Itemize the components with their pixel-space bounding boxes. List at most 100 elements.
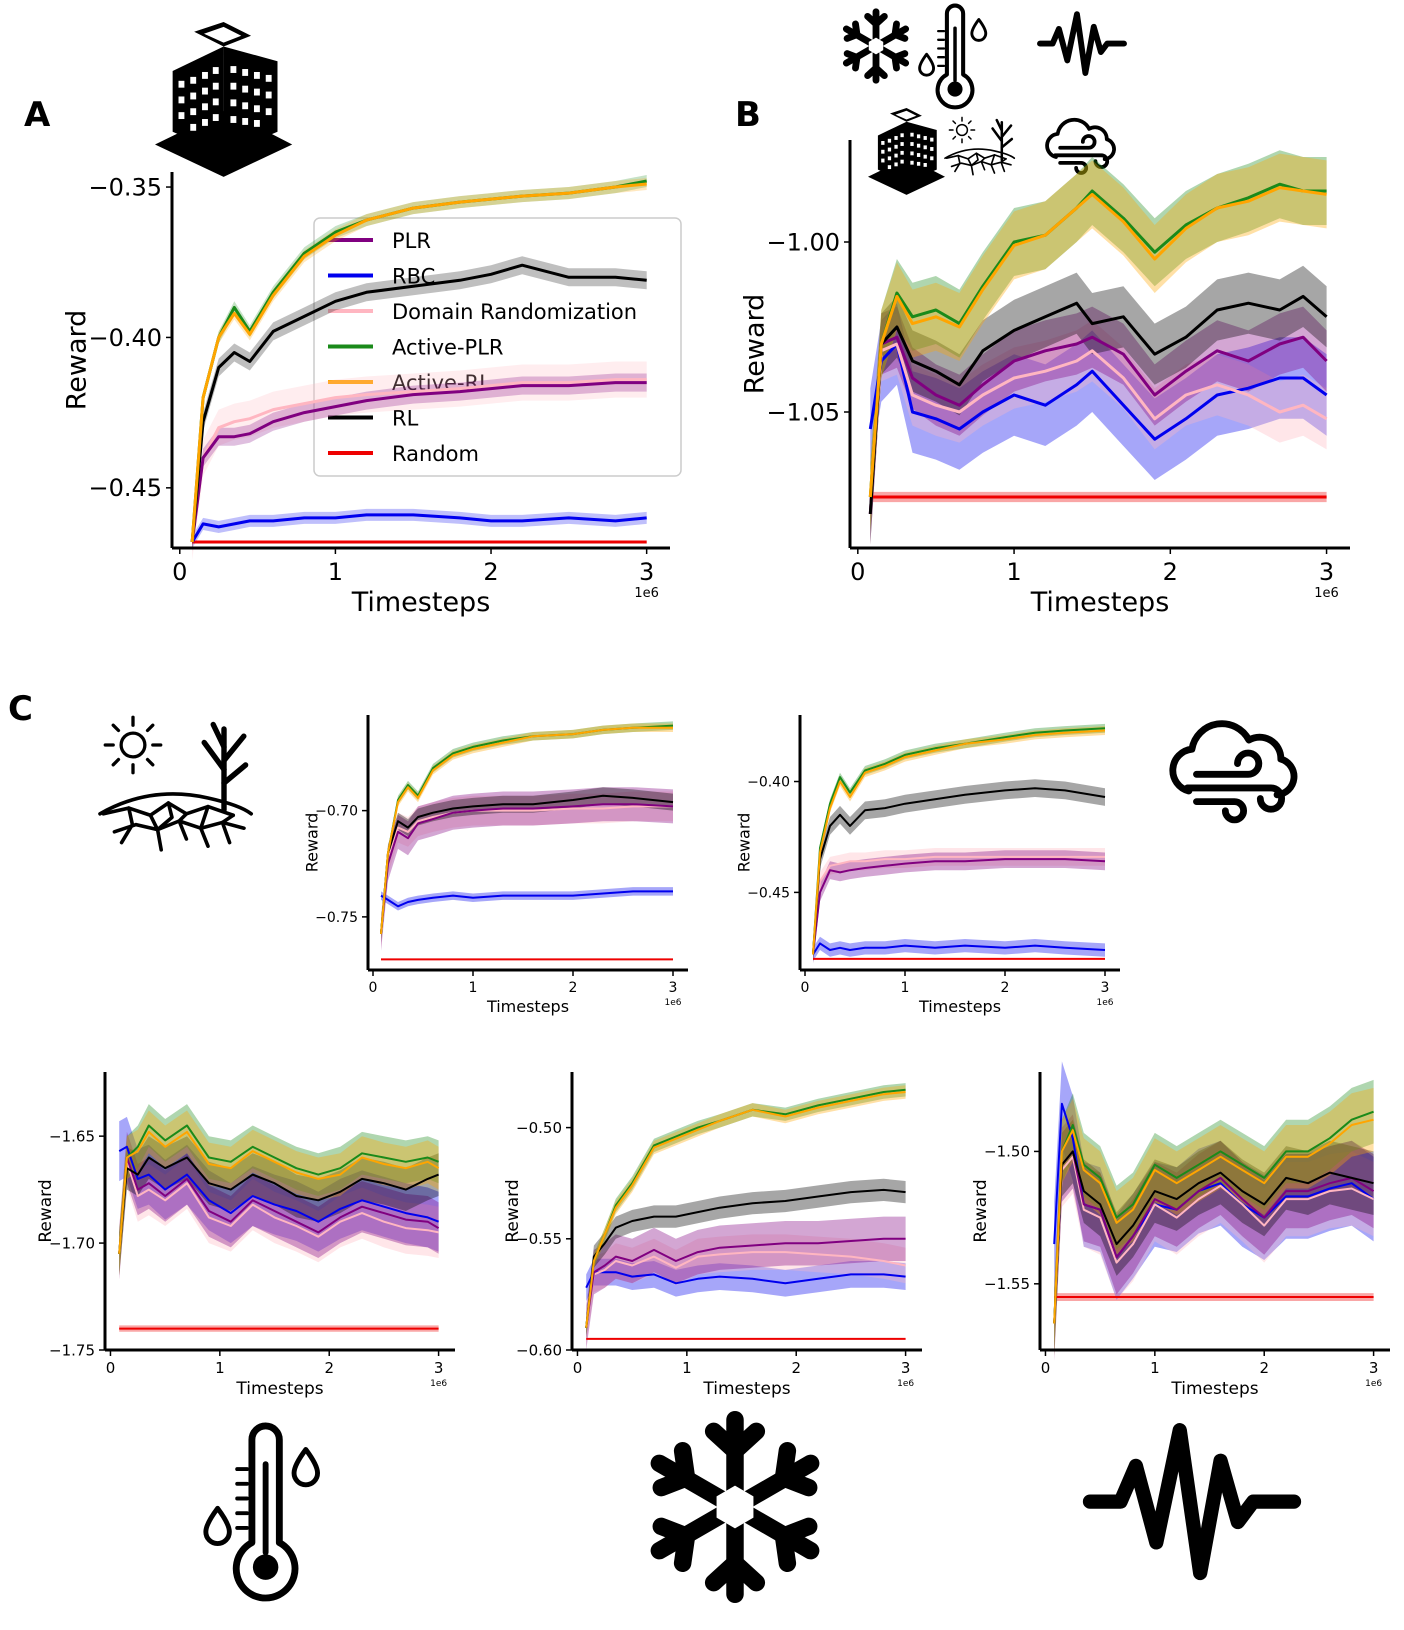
x-tick-label: 2 bbox=[569, 980, 578, 996]
y-tick-label: −1.70 bbox=[49, 1234, 95, 1252]
band-rl bbox=[192, 256, 647, 551]
y-axis-label: Reward bbox=[735, 813, 754, 873]
x-axis-label: Timesteps bbox=[235, 1379, 323, 1399]
x-axis-label: Timesteps bbox=[486, 997, 569, 1016]
band-active-plr bbox=[813, 723, 1105, 959]
band-active-plr bbox=[586, 1083, 906, 1335]
band-domain-randomization bbox=[870, 313, 1327, 545]
y-axis-label: Reward bbox=[503, 1179, 523, 1242]
x-tick-label: 0 bbox=[850, 558, 865, 586]
chart-c1: 0 1 2 3 −0.70 −0.75 Timesteps Reward 1e6 bbox=[303, 715, 688, 1016]
x-multiplier-label: 1e6 bbox=[1365, 1379, 1382, 1389]
building-icon bbox=[155, 22, 293, 177]
series-rl bbox=[812, 787, 1106, 955]
y-tick-label: −1.05 bbox=[766, 398, 840, 426]
x-tick-label: 2 bbox=[1259, 1359, 1269, 1377]
band-active-plr bbox=[1054, 1079, 1374, 1356]
band-rbc bbox=[870, 303, 1327, 480]
x-tick-label: 1 bbox=[328, 558, 343, 586]
y-axis-label: Reward bbox=[62, 310, 93, 411]
y-tick-label: −1.50 bbox=[984, 1143, 1030, 1161]
x-axis-label: Timesteps bbox=[1170, 1379, 1258, 1399]
y-tick-label: −0.45 bbox=[88, 474, 162, 502]
legend-label: Random bbox=[392, 442, 479, 466]
x-tick-label: 3 bbox=[1369, 1359, 1379, 1377]
legend-label: RL bbox=[392, 407, 419, 431]
x-tick-label: 0 bbox=[801, 980, 810, 996]
series-active-plr bbox=[1053, 1110, 1374, 1324]
x-tick-label: 3 bbox=[1101, 980, 1110, 996]
panel-letter-a: A bbox=[24, 95, 51, 135]
y-tick-label: −0.35 bbox=[88, 173, 162, 201]
x-tick-label: 3 bbox=[639, 558, 654, 586]
series-rbc bbox=[585, 1271, 906, 1289]
y-tick-label: −0.50 bbox=[516, 1119, 562, 1137]
thermometer-icon bbox=[920, 6, 986, 108]
wind-cloud-icon bbox=[1173, 724, 1294, 820]
band-plr bbox=[870, 306, 1327, 545]
series-domain-randomization bbox=[585, 1251, 906, 1328]
band-rbc bbox=[586, 1258, 906, 1302]
chart-a: 0 1 2 3 −0.35 −0.40 −0.45 Timesteps Reward 1e6 bbox=[62, 172, 670, 618]
thermometer-icon bbox=[206, 1426, 318, 1598]
x-tick-label: 2 bbox=[1001, 980, 1010, 996]
waveform-icon bbox=[1090, 1430, 1294, 1573]
snowflake-icon bbox=[846, 12, 905, 80]
series-plr bbox=[585, 1237, 906, 1328]
y-axis-label: Reward bbox=[740, 294, 771, 395]
x-axis-label: Timesteps bbox=[918, 997, 1001, 1016]
x-multiplier-label: 1e6 bbox=[634, 586, 659, 601]
waveform-icon bbox=[1040, 14, 1124, 73]
x-multiplier-label: 1e6 bbox=[897, 1379, 914, 1389]
x-axis-label: Timesteps bbox=[351, 587, 491, 618]
series-domain-randomization bbox=[1053, 1155, 1375, 1324]
sun-icon bbox=[948, 116, 976, 144]
series-rbc bbox=[380, 890, 673, 908]
series-plr bbox=[812, 858, 1106, 955]
series-active-rl bbox=[812, 729, 1106, 955]
snowflake-icon bbox=[659, 1420, 810, 1595]
x-tick-label: 1 bbox=[1150, 1359, 1160, 1377]
series-rbc bbox=[190, 513, 647, 543]
series-active-rl bbox=[190, 182, 647, 543]
series-active-plr bbox=[812, 727, 1106, 955]
y-tick-label: −0.55 bbox=[516, 1230, 562, 1248]
series-domain-randomization bbox=[190, 378, 647, 543]
y-tick-label: −0.45 bbox=[747, 885, 790, 901]
band-active-rl bbox=[1054, 1087, 1374, 1356]
band-plr bbox=[192, 373, 647, 551]
series-active-rl bbox=[380, 726, 673, 934]
cracked-soil-icon bbox=[98, 792, 253, 852]
series-rl bbox=[868, 294, 1328, 515]
chart-c4: 0 1 2 3 −0.50 −0.55 −0.60 Timesteps Reward 1e6 bbox=[503, 1072, 922, 1399]
chart-c3: 0 1 2 3 −1.65 −1.70 −1.75 Timesteps Reward 1e6 bbox=[36, 1072, 455, 1399]
x-tick-label: 0 bbox=[369, 980, 378, 996]
legend-label: PLR bbox=[392, 229, 431, 253]
series-rl bbox=[1053, 1150, 1374, 1324]
band-active-rl bbox=[813, 726, 1105, 959]
y-tick-label: −0.40 bbox=[747, 774, 790, 790]
y-axis-label: Reward bbox=[36, 1179, 56, 1242]
y-tick-label: −0.75 bbox=[315, 910, 358, 926]
series-active-rl bbox=[585, 1091, 906, 1328]
band-plr bbox=[1054, 1114, 1374, 1361]
y-tick-label: −1.55 bbox=[984, 1275, 1030, 1293]
y-tick-label: −0.60 bbox=[516, 1341, 562, 1359]
x-tick-label: 0 bbox=[573, 1359, 583, 1377]
band-active-rl bbox=[586, 1085, 906, 1335]
band-rl bbox=[1054, 1119, 1374, 1356]
x-tick-label: 1 bbox=[469, 980, 478, 996]
series-plr bbox=[118, 1156, 440, 1254]
panel-letter-b: B bbox=[735, 95, 761, 135]
cracked-soil-icon bbox=[944, 148, 1016, 176]
y-tick-label: −1.65 bbox=[49, 1127, 95, 1145]
x-tick-label: 3 bbox=[434, 1359, 444, 1377]
y-tick-label: −0.40 bbox=[88, 324, 162, 352]
series-active-rl bbox=[118, 1130, 440, 1254]
series-rl bbox=[585, 1188, 906, 1328]
series-rbc bbox=[812, 942, 1106, 956]
series-rl bbox=[118, 1156, 439, 1254]
band-rl bbox=[870, 265, 1327, 545]
x-axis-label: Timesteps bbox=[1030, 587, 1170, 618]
